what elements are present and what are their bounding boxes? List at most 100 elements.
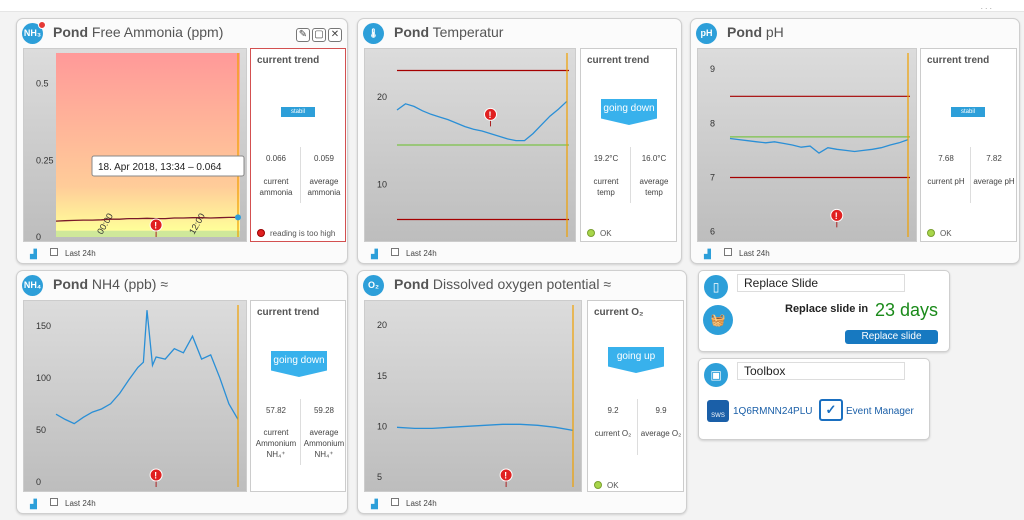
trend-title: current trend [257, 55, 320, 66]
y-tick-label: 0 [36, 232, 41, 242]
trend-badge: going down [601, 99, 657, 125]
average-value: 59.28 [313, 406, 335, 415]
series-line [396, 423, 574, 432]
widget-title: Pond Free Ammonia (ppm) [53, 24, 224, 40]
alert-marker-label: ! [504, 471, 507, 481]
status-dot-green [587, 229, 595, 237]
range-checkbox[interactable] [50, 248, 58, 256]
y-tick-label: 7 [710, 172, 715, 182]
panel-title: Replace Slide [737, 274, 905, 292]
range-label: Last 24h [406, 499, 437, 508]
oxygen-widget: O₂ Pond Dissolved oxygen potential ≈ 20 1… [357, 270, 687, 514]
average-label: average O₂ [640, 429, 682, 438]
device-link[interactable]: 1Q6RMNN24PLU [733, 406, 813, 417]
alert-marker-icon [499, 468, 513, 482]
basket-icon: 🧺 [703, 305, 733, 335]
y-tick-label: 10 [377, 421, 387, 431]
calendar-icon[interactable]: ✓ [819, 399, 843, 421]
chart-type-icon[interactable]: ▟ [371, 499, 378, 509]
trend-title: current O₂ [594, 307, 644, 318]
top-bar: ... [0, 0, 1024, 12]
temperature-widget: 🌡 Pond Temperatur 20 10! current trend go… [357, 18, 682, 264]
oxygen-chart[interactable]: 20 15 10 5! [364, 300, 582, 492]
trend-title: current trend [927, 55, 990, 66]
chart-type-icon[interactable]: ▟ [30, 499, 37, 509]
trend-panel: current trend going down 19.2°C current … [580, 48, 677, 242]
current-label: current Ammonium NH₄⁺ [255, 428, 297, 459]
trend-badge: stabil [281, 107, 315, 117]
range-label: Last 24h [739, 249, 770, 258]
y-tick-label: 0 [36, 477, 41, 487]
y-tick-label: 20 [377, 92, 387, 102]
nh4-chart[interactable]: 150 100 50 0! [23, 300, 247, 492]
range-checkbox[interactable] [391, 248, 399, 256]
trend-badge: going up [608, 347, 664, 373]
lock-icon[interactable]: ▢ [312, 28, 326, 42]
status-dot-red [257, 229, 265, 237]
toolbox-icon: ▣ [704, 363, 728, 387]
average-label: average temp [639, 177, 669, 197]
series-line [729, 137, 909, 154]
slide-icon: ▯ [704, 275, 728, 299]
ph-widget: pH Pond pH 9 8 7 6! current trend stabil 7.… [690, 18, 1020, 264]
oxygen-icon: O₂ [363, 275, 384, 296]
alarm-band [56, 53, 240, 231]
trend-badge: stabil [951, 107, 985, 117]
chart-type-icon[interactable]: ▟ [704, 249, 711, 259]
trend-title: current trend [257, 307, 320, 318]
ammonia-chart[interactable]: 0.5 0.25 0 00:00 12:00! 18. Apr 2018, 13:34 –… [23, 48, 247, 242]
current-value: 7.68 [938, 154, 954, 163]
alert-marker-label: ! [154, 221, 157, 231]
chart-type-icon[interactable]: ▟ [30, 249, 37, 259]
ammonia-icon: NH₃ [22, 23, 43, 44]
replace-label: Replace slide in [785, 303, 869, 315]
edit-icon[interactable]: ✎ [296, 28, 310, 42]
y-tick-label: 9 [710, 64, 715, 74]
trend-panel: current trend stabil 0.066 current ammon… [250, 48, 346, 242]
y-tick-label: 0.5 [36, 79, 49, 89]
average-value: 9.9 [655, 406, 667, 415]
average-label: average ammonia [307, 177, 341, 197]
widget-title: Pond NH4 (ppb) ≈ [53, 276, 169, 292]
current-label: current O₂ [594, 429, 632, 438]
tooltip-box [91, 155, 245, 177]
alert-marker-label: ! [154, 471, 157, 481]
y-tick-label: 15 [377, 371, 387, 381]
event-manager-link[interactable]: Event Manager [846, 406, 914, 417]
status-text: OK [587, 229, 612, 238]
y-tick-label: 20 [377, 320, 387, 330]
current-value: 9.2 [607, 406, 619, 415]
device-icon[interactable]: SWS [707, 400, 729, 422]
chart-type-icon[interactable]: ▟ [371, 249, 378, 259]
close-icon[interactable]: ✕ [328, 28, 342, 42]
ok-band [56, 230, 240, 237]
widget-title: Pond Dissolved oxygen potential ≈ [394, 276, 612, 292]
series-line [55, 216, 238, 222]
average-value: 0.059 [313, 154, 335, 163]
trend-panel: current trend going down 57.82 current A… [250, 300, 346, 492]
alert-marker-icon [830, 208, 844, 222]
range-checkbox[interactable] [50, 498, 58, 506]
toolbox-panel: ▣ Toolbox SWS 1Q6RMNN24PLU ✓ Event Manag… [698, 358, 930, 440]
window-controls[interactable]: ... [980, 1, 994, 11]
average-value: 16.0°C [641, 154, 667, 163]
current-value: 19.2°C [593, 154, 619, 163]
current-label: current ammonia [259, 177, 293, 197]
alert-marker-icon [149, 468, 163, 482]
current-value: 0.066 [265, 154, 287, 163]
range-checkbox[interactable] [724, 248, 732, 256]
replace-slide-button[interactable]: Replace slide [845, 330, 938, 344]
ph-chart[interactable]: 9 8 7 6! [697, 48, 917, 242]
average-label: average Ammonium NH₄⁺ [303, 428, 345, 459]
range-checkbox[interactable] [391, 498, 399, 506]
hover-point [235, 214, 241, 221]
y-tick-label: 100 [36, 373, 51, 383]
average-value: 7.82 [986, 154, 1002, 163]
current-value: 57.82 [265, 406, 287, 415]
y-tick-label: 8 [710, 118, 715, 128]
y-tick-label: 0.25 [36, 155, 54, 165]
alert-marker-icon [149, 218, 163, 232]
y-tick-label: 150 [36, 321, 51, 331]
widget-title: Pond pH [727, 24, 784, 40]
temperature-chart[interactable]: 20 10! [364, 48, 576, 242]
